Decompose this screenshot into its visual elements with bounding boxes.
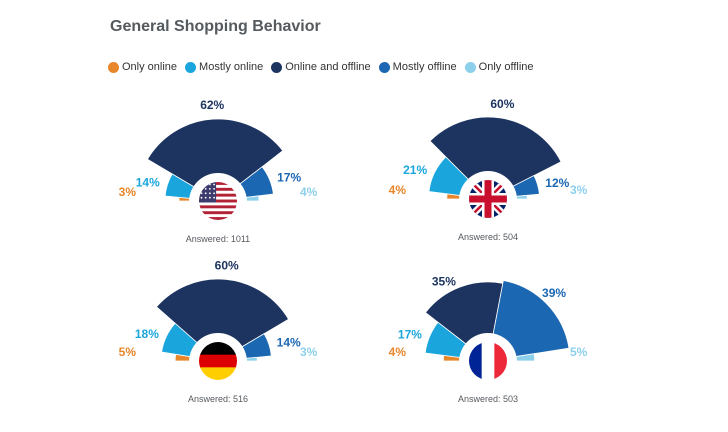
value-label-only-offline: 3% xyxy=(300,345,318,359)
value-label-mostly-offline: 17% xyxy=(277,170,301,184)
chart-usa: 3%14% 62% 17%4% Answered: 1011 xyxy=(119,98,318,244)
value-label-only-offline: 3% xyxy=(570,183,588,197)
legend-label-only-online: Only online xyxy=(122,61,178,73)
legend-swatch-mostly-online xyxy=(185,61,197,73)
uk-flag xyxy=(469,180,507,218)
usa-flag xyxy=(199,182,237,220)
france-flag xyxy=(469,342,507,380)
legend-swatch-only-online xyxy=(108,61,119,73)
answered-caption: Answered: 503 xyxy=(458,394,518,404)
answered-caption: Answered: 1011 xyxy=(186,234,250,244)
value-label-only-online: 4% xyxy=(389,345,407,359)
legend-item-only-online: Only online xyxy=(108,61,177,73)
legend-label-mostly-offline: Mostly offline xyxy=(392,61,457,73)
chart-germany: 5% 18% 60% 14%3% Answered: 516 xyxy=(119,258,318,404)
value-label-online-and-offline: 35% xyxy=(432,274,456,288)
answered-caption: Answered: 516 xyxy=(188,394,248,404)
value-label-mostly-online: 17% xyxy=(398,327,422,341)
segment-online-and-offline xyxy=(429,116,562,200)
segment-online-and-offline xyxy=(155,278,290,362)
legend-swatch-online-and-offline xyxy=(271,61,283,73)
chart-france: 4% 17% 35% 39% 5% Answered: 503 xyxy=(389,274,588,404)
value-label-only-online: 4% xyxy=(389,183,407,197)
legend-swatch-only-offline xyxy=(464,61,476,73)
value-label-mostly-online: 18% xyxy=(135,327,159,341)
value-label-mostly-offline: 39% xyxy=(542,286,566,300)
value-label-only-online: 5% xyxy=(119,345,137,359)
segment-mostly-offline xyxy=(487,279,570,362)
value-label-online-and-offline: 60% xyxy=(490,97,514,111)
value-label-mostly-offline: 14% xyxy=(277,336,301,350)
answered-caption: Answered: 504 xyxy=(458,232,518,242)
legend-label-only-offline: Only offline xyxy=(478,61,534,73)
value-label-only-offline: 4% xyxy=(300,185,318,199)
value-label-only-online: 3% xyxy=(119,185,137,199)
legend-swatch-mostly-offline xyxy=(378,61,390,73)
legend-item-only-offline: Only offline xyxy=(464,61,534,73)
value-label-mostly-online: 14% xyxy=(136,176,160,190)
segment-online-and-offline xyxy=(146,118,284,202)
value-label-online-and-offline: 62% xyxy=(200,98,224,112)
value-label-online-and-offline: 60% xyxy=(215,258,239,272)
value-label-mostly-online: 21% xyxy=(403,163,427,177)
germany-flag xyxy=(199,342,237,380)
legend-item-mostly-online: Mostly online xyxy=(185,61,263,73)
legend-item-mostly-offline: Mostly offline xyxy=(378,61,457,73)
chart-uk: 4% 21% 60% 12%3% Answered: 504 xyxy=(389,97,588,242)
legend: Only online Mostly online Online and off… xyxy=(108,61,542,73)
legend-label-mostly-online: Mostly online xyxy=(199,61,264,73)
legend-item-online-and-offline: Online and offline xyxy=(271,61,371,73)
value-label-only-offline: 5% xyxy=(570,345,588,359)
value-label-mostly-offline: 12% xyxy=(545,176,569,190)
legend-label-online-and-offline: Online and offline xyxy=(285,61,371,73)
page-title: General Shopping Behavior xyxy=(110,18,321,35)
